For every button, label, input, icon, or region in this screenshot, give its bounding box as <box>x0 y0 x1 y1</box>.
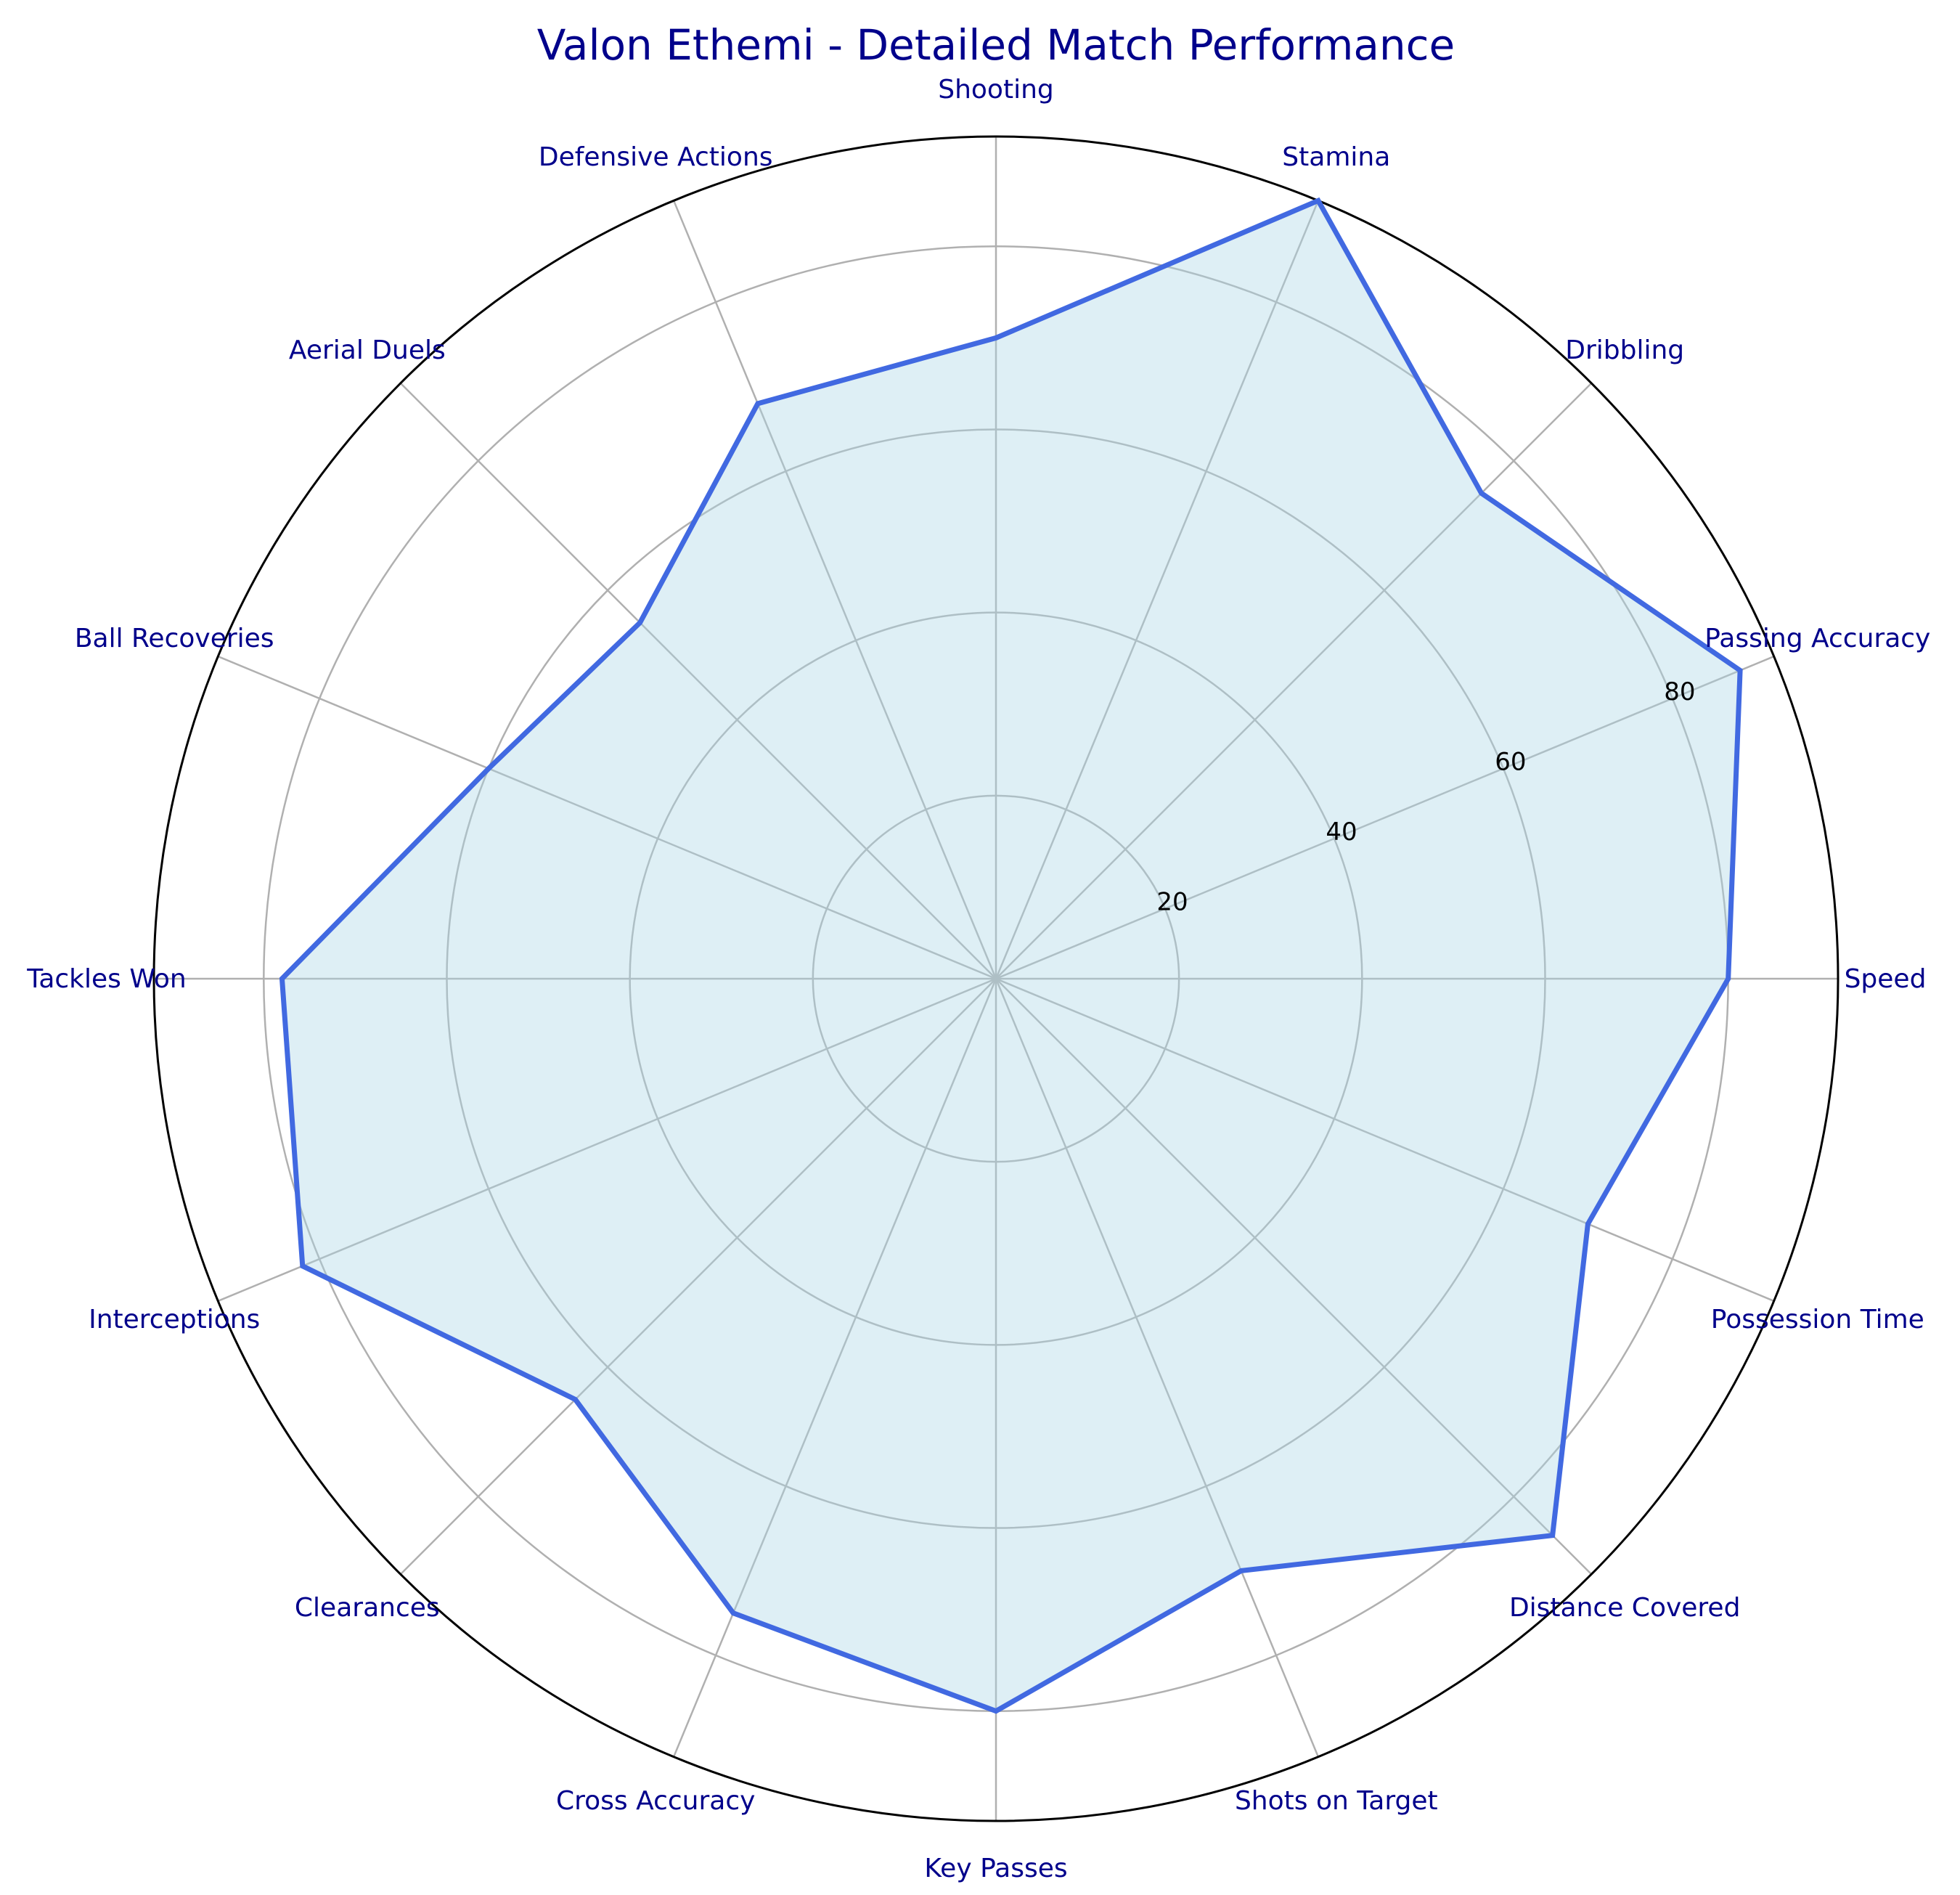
chart-title: Valon Ethemi - Detailed Match Performanc… <box>537 20 1455 70</box>
category-label-cross-accuracy: Cross Accuracy <box>556 1786 755 1816</box>
category-label-distance-covered: Distance Covered <box>1509 1593 1740 1623</box>
category-label-dribbling: Dribbling <box>1565 335 1684 365</box>
spoke-line <box>217 977 997 1303</box>
r-tick-label: 80 <box>1664 677 1695 706</box>
r-tick-label: 60 <box>1495 748 1526 777</box>
spoke-line <box>995 978 1593 1576</box>
category-label-shooting: Shooting <box>938 75 1054 105</box>
category-label-shots-on-target: Shots on Target <box>1235 1786 1438 1816</box>
r-tick-label: 40 <box>1326 818 1357 847</box>
spoke-line <box>995 655 1775 980</box>
category-label-interceptions: Interceptions <box>89 1305 260 1334</box>
category-label-clearances: Clearances <box>295 1593 440 1623</box>
spoke-line <box>399 978 997 1576</box>
spoke-line <box>995 382 1593 979</box>
series-fill <box>282 200 1741 1711</box>
spoke-line <box>995 977 1775 1303</box>
category-label-key-passes: Key Passes <box>924 1854 1067 1883</box>
series-layer <box>279 197 1743 1714</box>
category-label-tackles-won: Tackles Won <box>26 964 186 994</box>
category-label-possession-time: Possession Time <box>1711 1305 1924 1334</box>
category-labels: Speed Passing Accuracy Dribbling Stamina Sho… <box>26 75 1930 1883</box>
category-label-ball-recoveries: Ball Recoveries <box>75 624 274 653</box>
spoke-line <box>995 978 1320 1758</box>
category-label-passing-accuracy: Passing Accuracy <box>1704 624 1930 653</box>
radial-tick-labels: 20 40 60 80 <box>1156 677 1695 917</box>
category-label-aerial-duels: Aerial Duels <box>289 335 446 365</box>
spoke-line <box>672 978 997 1758</box>
series-line <box>279 197 1743 1714</box>
category-label-defensive-actions: Defensive Actions <box>539 142 773 172</box>
spoke-line <box>672 200 997 979</box>
category-label-stamina: Stamina <box>1282 142 1390 172</box>
category-label-speed: Speed <box>1845 964 1927 994</box>
spoke-line <box>399 382 997 979</box>
spoke-line <box>217 655 997 980</box>
r-tick-label: 20 <box>1156 888 1188 917</box>
outer-frame <box>152 135 1839 1822</box>
spoke-line <box>995 200 1320 979</box>
